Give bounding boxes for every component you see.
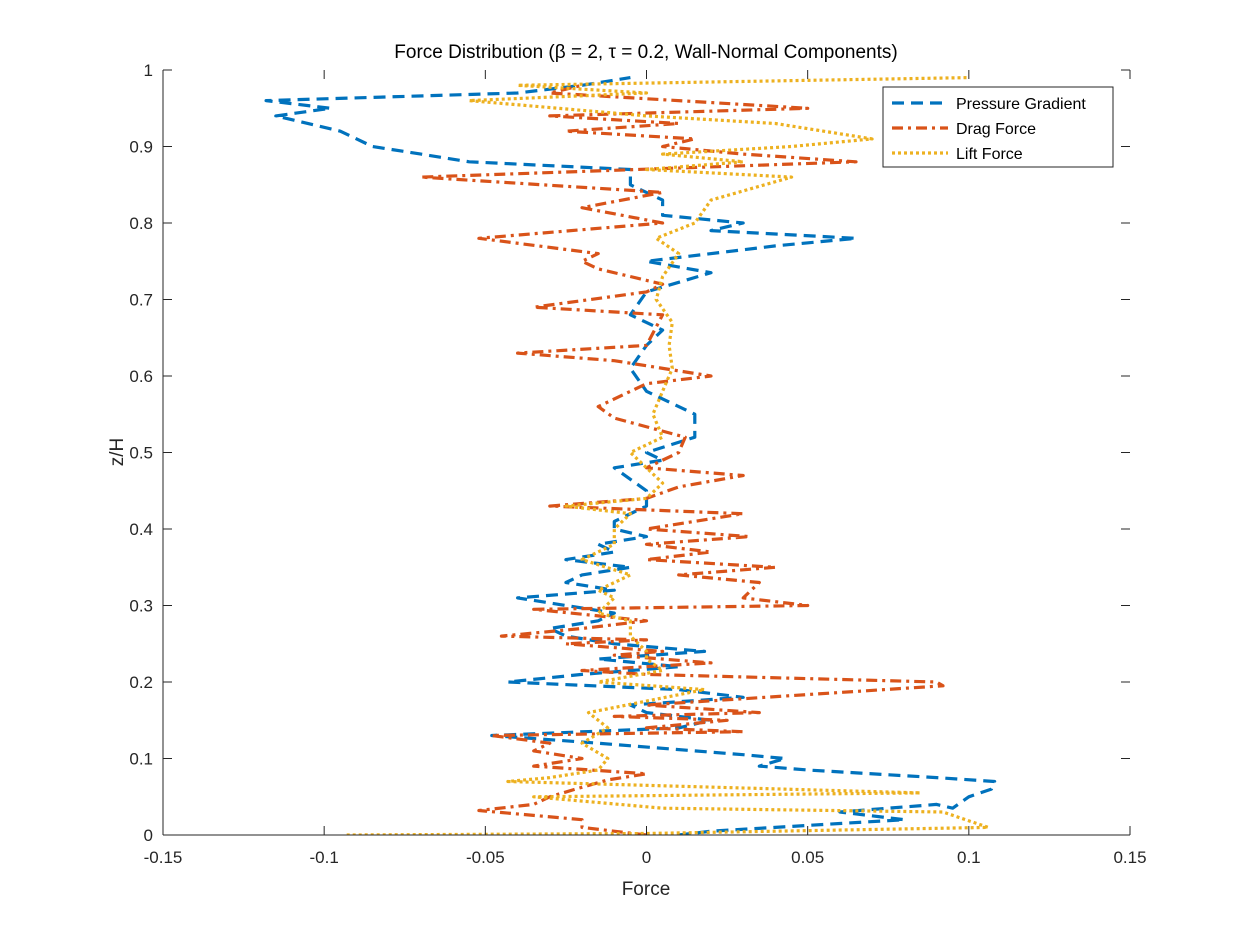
series-line-drag-force (419, 83, 945, 835)
y-ticks: 0 0.1 0.2 0.3 0.4 0.5 0.6 0.7 0.8 0.9 1 (129, 61, 1130, 845)
x-ticks: -0.15 -0.1 -0.05 0 0.05 0.1 0.15 (144, 70, 1147, 867)
x-tick-label: -0.15 (144, 848, 183, 867)
series-group (264, 76, 997, 835)
x-tick-label: -0.05 (466, 848, 505, 867)
x-tick-label: 0.1 (957, 848, 981, 867)
y-tick-label: 1 (144, 61, 153, 80)
y-tick-label: 0.7 (129, 291, 153, 310)
x-tick-label: 0.05 (791, 848, 824, 867)
legend-label-lift-force: Lift Force (956, 146, 1023, 163)
y-tick-label: 0.5 (129, 444, 153, 463)
x-tick-label: 0.15 (1113, 848, 1146, 867)
y-tick-label: 0.8 (129, 214, 153, 233)
legend-entries: Pressure Gradient Drag Force Lift Force (892, 96, 1086, 163)
series-line-pressure-gradient (264, 76, 997, 835)
legend-label-drag-force: Drag Force (956, 121, 1036, 138)
series-line-lift-force (346, 76, 990, 835)
y-axis-label: z/H (107, 438, 128, 467)
chart-title: Force Distribution (β = 2, τ = 0.2, Wall… (394, 42, 897, 63)
x-axis-label: Force (622, 879, 671, 900)
y-tick-label: 0.6 (129, 367, 153, 386)
plot-area: -0.15 -0.1 -0.05 0 0.05 0.1 0.15 0 0.1 0.2 0.3 0.4… (129, 61, 1146, 867)
legend: Pressure Gradient Drag Force Lift Force (882, 86, 1114, 168)
x-tick-label: 0 (642, 848, 651, 867)
legend-label-pressure-gradient: Pressure Gradient (956, 96, 1086, 113)
x-tick-label: -0.1 (310, 848, 339, 867)
y-tick-label: 0.9 (129, 138, 153, 157)
y-tick-label: 0.2 (129, 673, 153, 692)
y-tick-label: 0.1 (129, 750, 153, 769)
y-tick-label: 0.4 (129, 520, 153, 539)
y-tick-label: 0 (144, 826, 153, 845)
y-tick-label: 0.3 (129, 597, 153, 616)
